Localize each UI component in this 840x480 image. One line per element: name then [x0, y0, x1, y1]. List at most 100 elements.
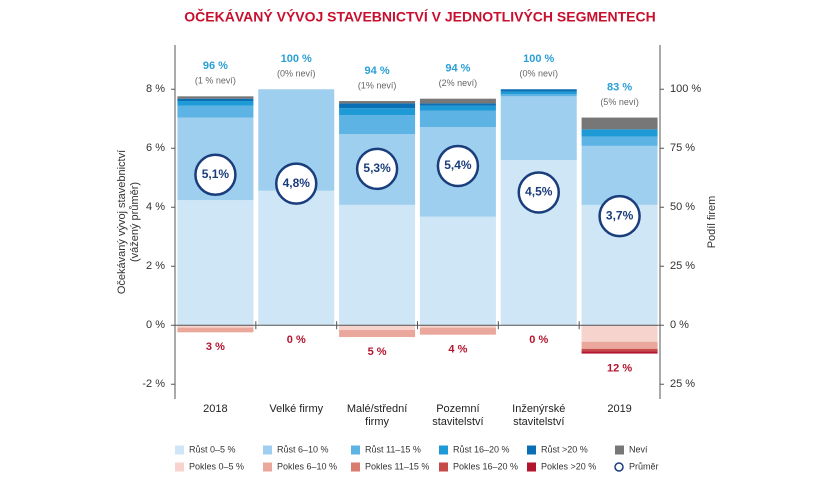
- x-tick-label: 2019: [607, 403, 632, 415]
- bar-segment: [339, 103, 416, 109]
- y-tick-label: 0 %: [146, 319, 165, 331]
- average-marker: [517, 171, 560, 214]
- legend-label: Růst 0–5 %: [189, 444, 236, 454]
- y-tick-label: -2 %: [142, 378, 165, 390]
- bar-segment: [339, 325, 416, 330]
- legend-label: Růst 16–20 %: [453, 444, 510, 454]
- average-marker: [436, 144, 480, 188]
- y2-tick-label: 100 %: [670, 83, 701, 95]
- legend-label: Neví: [629, 444, 648, 454]
- growth-label: 94 %: [445, 63, 470, 75]
- bar-segment: [419, 325, 496, 328]
- growth-label: 83 %: [607, 81, 632, 93]
- growth-label: 94 %: [365, 65, 390, 77]
- decline-label: 12 %: [607, 362, 632, 374]
- legend-symbol: [439, 445, 448, 455]
- y-tick-label: 6 %: [146, 142, 165, 154]
- legend-symbol: [527, 445, 536, 455]
- legend-symbol: [263, 445, 272, 455]
- y2-tick-label: 75 %: [670, 142, 695, 154]
- bar-segment: [258, 190, 335, 326]
- unknown-label: (1% neví): [358, 80, 397, 90]
- bar-segment: [339, 101, 416, 104]
- bar-segment: [500, 93, 577, 97]
- y-axis-title: Očekávaný vývoj stavebnictví: [116, 150, 128, 294]
- legend-label: Pokles 0–5 %: [189, 461, 244, 471]
- bar-segment: [419, 105, 496, 111]
- legend-label: Pokles 11–15 %: [365, 461, 429, 471]
- bar-segment: [339, 204, 416, 326]
- average-marker: [598, 194, 641, 238]
- bar-segment: [419, 110, 496, 128]
- bar-segment: [177, 96, 254, 99]
- bar-segment: [581, 351, 658, 354]
- legend-symbol: [615, 445, 624, 455]
- y-tick-label: 8 %: [146, 83, 165, 95]
- bar-segment: [339, 329, 416, 338]
- y-tick-label: 4 %: [146, 201, 165, 213]
- x-tick-label: Inženýrské stavitelství: [512, 403, 566, 428]
- growth-label: 96 %: [203, 60, 228, 72]
- bar-segment: [581, 341, 658, 349]
- legend-label: Průměr: [629, 461, 659, 471]
- x-tick-label: Pozemní stavitelství: [432, 403, 484, 428]
- bar-segment: [419, 216, 496, 326]
- average-marker: [194, 153, 237, 197]
- decline-label: 0 %: [529, 334, 548, 346]
- bar-segment: [339, 115, 416, 135]
- decline-label: 3 %: [206, 341, 225, 353]
- y2-tick-label: 25 %: [670, 378, 695, 390]
- decline-label: 0 %: [287, 334, 306, 346]
- legend-label: Pokles 16–20 %: [453, 461, 518, 471]
- decline-label: 5 %: [368, 346, 387, 358]
- unknown-label: (0% neví): [519, 69, 558, 79]
- bar-segment: [500, 91, 577, 94]
- legend-label: Pokles 6–10 %: [277, 461, 337, 471]
- legend-symbol: [351, 462, 360, 472]
- legend-label: Růst 6–10 %: [277, 444, 329, 454]
- bar-segment: [177, 105, 254, 118]
- legend-symbol: [175, 462, 184, 472]
- bar-segment: [581, 348, 658, 352]
- bar-segment: [581, 129, 658, 137]
- bar-segment: [177, 101, 254, 106]
- unknown-label: (1 % neví): [195, 76, 236, 86]
- bar-segment: [339, 108, 416, 116]
- legend-symbol: [527, 462, 536, 472]
- bar-segment: [500, 89, 577, 92]
- x-tick-label: 2018: [203, 403, 228, 415]
- legend-label: Růst 11–15 %: [365, 444, 421, 454]
- bar-segment: [177, 200, 254, 326]
- bar-segment: [177, 98, 254, 102]
- x-tick-label: Velké firmy: [269, 403, 324, 415]
- legend-label: Růst >20 %: [541, 444, 588, 454]
- bar-segment: [177, 325, 254, 328]
- y2-axis-title: Podíl firem: [706, 196, 718, 249]
- legend-label: Pokles >20 %: [541, 461, 596, 471]
- average-marker: [355, 147, 399, 191]
- y2-tick-label: 50 %: [670, 201, 695, 213]
- average-label: 3,7%: [606, 208, 634, 222]
- legend-symbol: [614, 462, 624, 472]
- unknown-label: (5% neví): [600, 97, 639, 107]
- bar-segment: [419, 103, 496, 106]
- legend-symbol: [263, 462, 272, 472]
- y2-tick-label: 0 %: [670, 319, 689, 331]
- average-label: 4,5%: [525, 185, 553, 199]
- legend-symbol: [351, 445, 360, 455]
- y-axis-title: (vážený průměr): [129, 182, 141, 262]
- legend-symbol: [439, 462, 448, 472]
- legend-symbol: [175, 445, 184, 455]
- decline-label: 4 %: [448, 344, 467, 356]
- chart-title: OČEKÁVANÝ VÝVOJ STAVEBNICTVÍ V JEDNOTLIV…: [184, 8, 655, 25]
- bar-segment: [177, 327, 254, 333]
- average-label: 5,4%: [444, 158, 472, 172]
- x-tick-label: Malé/střední firmy: [346, 403, 408, 428]
- bar-segment: [581, 136, 658, 146]
- bar-segment: [581, 325, 658, 342]
- bar-segment: [581, 117, 658, 130]
- bar-segment: [500, 96, 577, 161]
- bar-segment: [419, 327, 496, 335]
